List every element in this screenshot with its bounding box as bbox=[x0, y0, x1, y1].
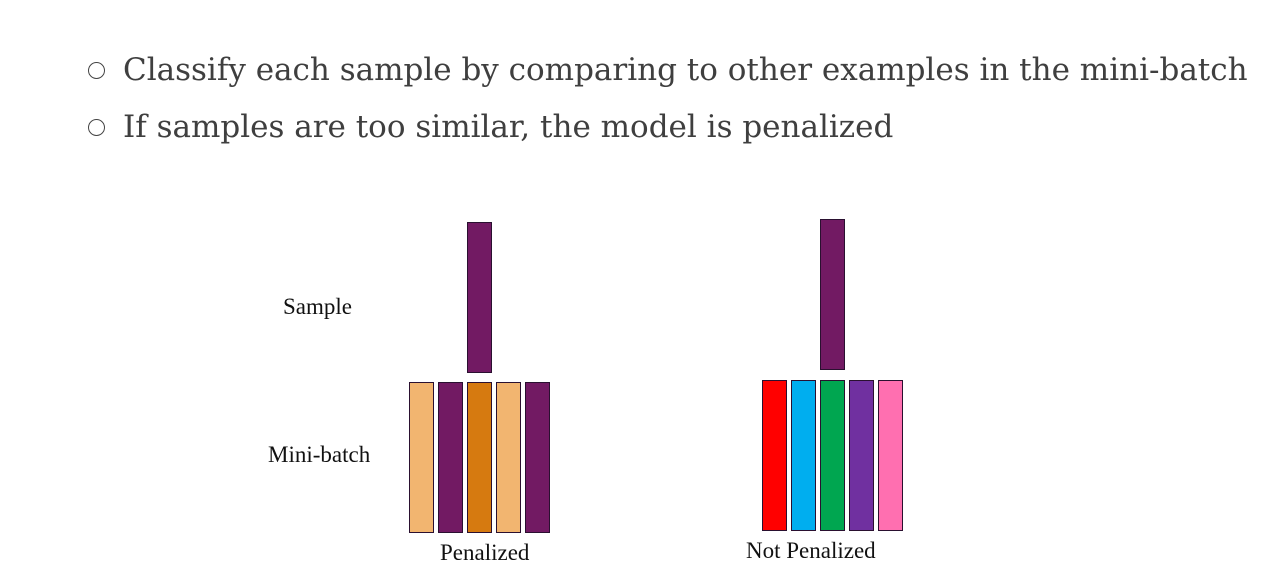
minibatch-bar bbox=[820, 380, 845, 531]
sample-bar bbox=[820, 219, 845, 370]
bullet-item-1: Classify each sample by comparing to oth… bbox=[88, 48, 1248, 92]
sample-row-label: Sample bbox=[283, 294, 352, 319]
minibatch-bar bbox=[409, 382, 434, 533]
bullet-item-2: If samples are too similar, the model is… bbox=[88, 105, 893, 149]
not-penalized-caption: Not Penalized bbox=[746, 538, 876, 563]
minibatch-bar bbox=[525, 382, 550, 533]
minibatch-bar bbox=[849, 380, 874, 531]
bullet-text: If samples are too similar, the model is… bbox=[123, 109, 894, 145]
penalized-caption: Penalized bbox=[440, 540, 530, 565]
minibatch-bar bbox=[438, 382, 463, 533]
hollow-circle-bullet-icon bbox=[88, 118, 105, 136]
sample-bar bbox=[467, 222, 492, 373]
hollow-circle-bullet-icon bbox=[88, 61, 105, 79]
bullet-text: Classify each sample by comparing to oth… bbox=[123, 52, 1248, 88]
minibatch-bar bbox=[791, 380, 816, 531]
minibatch-bar bbox=[762, 380, 787, 531]
minibatch-bar bbox=[878, 380, 903, 531]
minibatch-bar bbox=[496, 382, 521, 533]
minibatch-row-label: Mini-batch bbox=[268, 442, 371, 467]
minibatch-bar bbox=[467, 382, 492, 533]
